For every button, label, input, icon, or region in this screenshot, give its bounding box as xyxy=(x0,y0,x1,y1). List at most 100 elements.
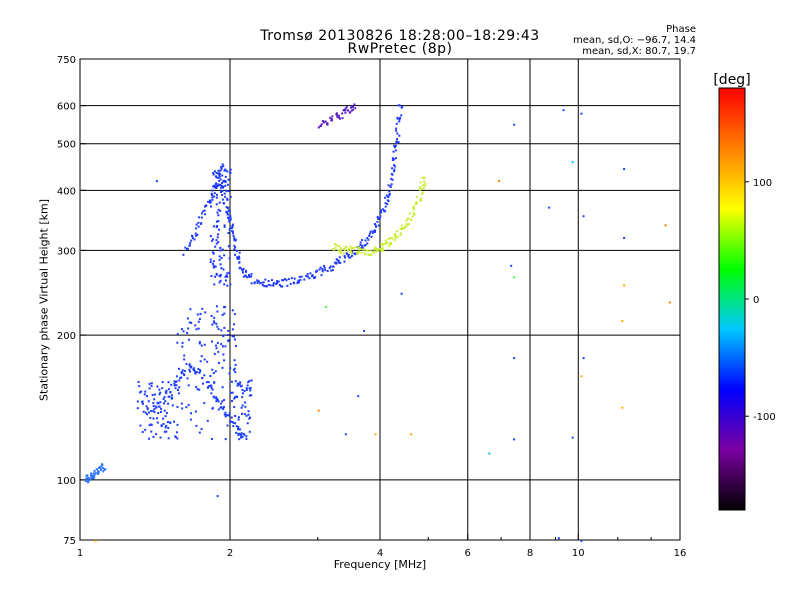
data-point xyxy=(150,423,153,426)
data-point xyxy=(215,186,218,189)
data-point xyxy=(395,157,398,160)
data-point xyxy=(212,395,215,398)
data-point xyxy=(195,223,198,226)
y-tick-label: 500 xyxy=(57,140,76,151)
data-point xyxy=(233,238,236,241)
data-point xyxy=(187,327,190,330)
data-point xyxy=(209,375,212,378)
data-point xyxy=(261,284,264,287)
data-point xyxy=(87,477,90,480)
data-point xyxy=(223,312,226,315)
data-point xyxy=(176,437,179,440)
data-point xyxy=(214,265,217,268)
data-point xyxy=(421,193,424,196)
data-point xyxy=(148,424,151,427)
data-point xyxy=(227,414,230,417)
data-point xyxy=(336,115,339,118)
data-point xyxy=(164,400,167,403)
y-tick-label: 400 xyxy=(57,186,76,197)
data-point xyxy=(233,335,236,338)
data-point xyxy=(147,400,150,403)
data-point xyxy=(398,118,401,121)
data-point xyxy=(257,280,260,283)
data-point xyxy=(393,239,396,242)
data-point xyxy=(557,537,560,540)
data-point xyxy=(155,417,158,420)
data-point xyxy=(384,242,387,245)
data-point xyxy=(237,416,240,419)
data-point xyxy=(165,389,168,392)
data-point xyxy=(378,217,381,220)
data-point xyxy=(224,279,227,282)
data-point xyxy=(219,263,222,266)
data-point xyxy=(343,254,346,257)
data-point xyxy=(150,384,153,387)
data-point xyxy=(160,424,163,427)
data-point xyxy=(174,387,177,390)
data-point xyxy=(319,124,322,127)
data-point xyxy=(393,233,396,236)
data-point xyxy=(161,387,164,390)
data-point xyxy=(188,364,191,367)
data-point xyxy=(195,371,198,374)
data-point xyxy=(141,402,144,405)
data-point xyxy=(233,244,236,247)
data-point xyxy=(223,306,226,309)
data-point xyxy=(335,258,338,261)
data-point xyxy=(201,382,204,385)
data-point xyxy=(242,267,245,270)
data-point xyxy=(188,244,191,247)
data-point xyxy=(153,398,156,401)
data-point xyxy=(215,176,218,179)
data-point xyxy=(325,122,328,125)
data-point xyxy=(377,248,380,251)
data-point xyxy=(175,375,178,378)
data-point xyxy=(233,359,236,362)
data-point xyxy=(163,409,166,412)
data-point xyxy=(401,105,404,108)
data-point xyxy=(195,424,198,427)
data-point xyxy=(240,412,243,415)
data-point xyxy=(221,313,224,316)
colorbar-tick-label: 0 xyxy=(753,295,759,306)
data-point xyxy=(209,261,212,264)
data-point xyxy=(285,279,288,282)
data-point xyxy=(227,329,230,332)
data-point xyxy=(215,171,218,174)
data-point xyxy=(148,382,151,385)
data-point xyxy=(356,251,359,254)
data-point xyxy=(337,245,340,248)
data-point xyxy=(231,226,234,229)
data-point xyxy=(227,216,230,219)
data-point xyxy=(395,127,398,130)
data-point xyxy=(223,283,226,286)
data-point xyxy=(335,112,338,115)
data-point xyxy=(343,108,346,111)
data-point xyxy=(202,210,205,213)
data-point xyxy=(343,260,346,263)
data-point xyxy=(145,395,148,398)
data-point xyxy=(169,391,172,394)
data-point xyxy=(369,249,372,252)
data-point xyxy=(423,176,426,179)
data-point xyxy=(214,275,217,278)
data-point xyxy=(152,405,155,408)
data-point xyxy=(176,333,179,336)
data-point xyxy=(189,241,192,244)
data-point xyxy=(214,185,217,188)
data-point xyxy=(265,285,268,288)
data-point xyxy=(239,428,242,431)
data-point xyxy=(162,417,165,420)
data-point xyxy=(210,192,213,195)
data-point xyxy=(244,274,247,277)
data-point xyxy=(366,236,369,239)
data-point xyxy=(181,369,184,372)
data-point xyxy=(214,175,217,178)
data-point xyxy=(174,435,177,438)
data-point xyxy=(363,329,366,332)
data-point xyxy=(141,430,144,433)
data-point xyxy=(246,422,249,425)
data-point xyxy=(144,411,147,414)
data-point xyxy=(210,385,213,388)
